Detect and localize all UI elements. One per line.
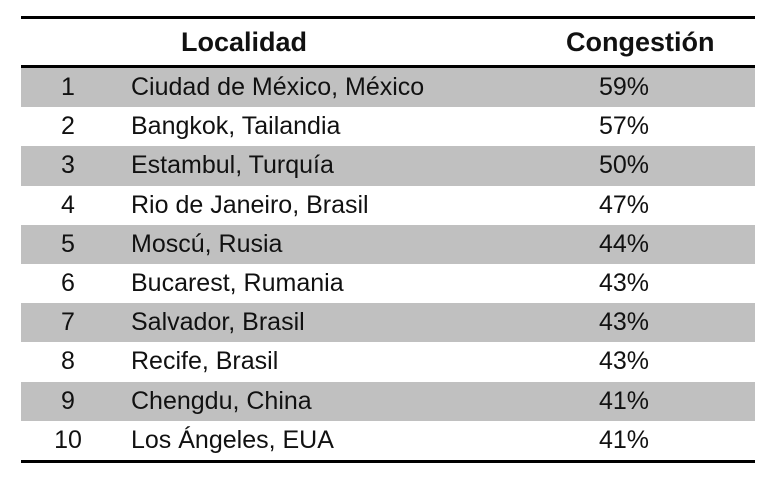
congestion-cell: 43% — [598, 268, 650, 297]
congestion-cell: 41% — [598, 386, 650, 415]
rank-cell: 1 — [61, 73, 75, 101]
locality-cell: Rio de Janeiro, Brasil — [131, 190, 369, 219]
table-row: 4 Rio de Janeiro, Brasil 47% — [21, 186, 755, 225]
table-row: 10 Los Ángeles, EUA 41% — [21, 421, 755, 460]
table-row: 3 Estambul, Turquía 50% — [21, 146, 755, 186]
locality-cell: Chengdu, China — [131, 386, 312, 415]
locality-cell: Bucarest, Rumania — [131, 268, 344, 297]
table-bottom-border — [21, 459, 755, 463]
table-row: 5 Moscú, Rusia 44% — [21, 224, 755, 264]
congestion-cell: 47% — [598, 190, 650, 219]
table-row: 6 Bucarest, Rumania 43% — [21, 264, 755, 303]
congestion-table: Localidad Congestión 1 Ciudad de México, … — [21, 16, 755, 463]
congestion-cell: 57% — [598, 112, 650, 141]
locality-cell: Recife, Brasil — [131, 347, 279, 376]
congestion-cell: 44% — [598, 229, 650, 258]
rank-cell: 9 — [61, 386, 75, 415]
table-header: Localidad Congestión — [21, 19, 755, 68]
congestion-cell: 43% — [598, 347, 650, 376]
rank-cell: 4 — [61, 190, 75, 219]
table-row: 2 Bangkok, Tailandia 57% — [21, 107, 755, 146]
table-row: 9 Chengdu, China 41% — [21, 381, 755, 421]
rank-cell: 2 — [61, 112, 75, 141]
rank-cell: 3 — [61, 151, 75, 180]
rank-cell: 10 — [54, 425, 82, 454]
locality-cell: Ciudad de México, México — [131, 73, 425, 101]
table-row: 1 Ciudad de México, México 59% — [21, 68, 755, 108]
congestion-cell: 59% — [598, 73, 650, 101]
locality-cell: Bangkok, Tailandia — [131, 112, 341, 141]
congestion-cell: 41% — [598, 425, 650, 454]
rank-cell: 8 — [61, 347, 75, 376]
locality-cell: Los Ángeles, EUA — [131, 425, 334, 454]
congestion-cell: 43% — [598, 308, 650, 337]
header-congestion: Congestión — [566, 27, 715, 57]
rank-cell: 5 — [61, 229, 75, 258]
table-row: 7 Salvador, Brasil 43% — [21, 303, 755, 343]
congestion-cell: 50% — [598, 151, 650, 180]
locality-cell: Salvador, Brasil — [131, 308, 305, 337]
table-row: 8 Recife, Brasil 43% — [21, 342, 755, 381]
locality-cell: Estambul, Turquía — [131, 151, 334, 180]
rank-cell: 7 — [61, 308, 75, 337]
header-locality: Localidad — [181, 27, 308, 57]
rank-cell: 6 — [61, 268, 75, 297]
locality-cell: Moscú, Rusia — [131, 229, 283, 258]
table-top-border — [21, 16, 755, 19]
